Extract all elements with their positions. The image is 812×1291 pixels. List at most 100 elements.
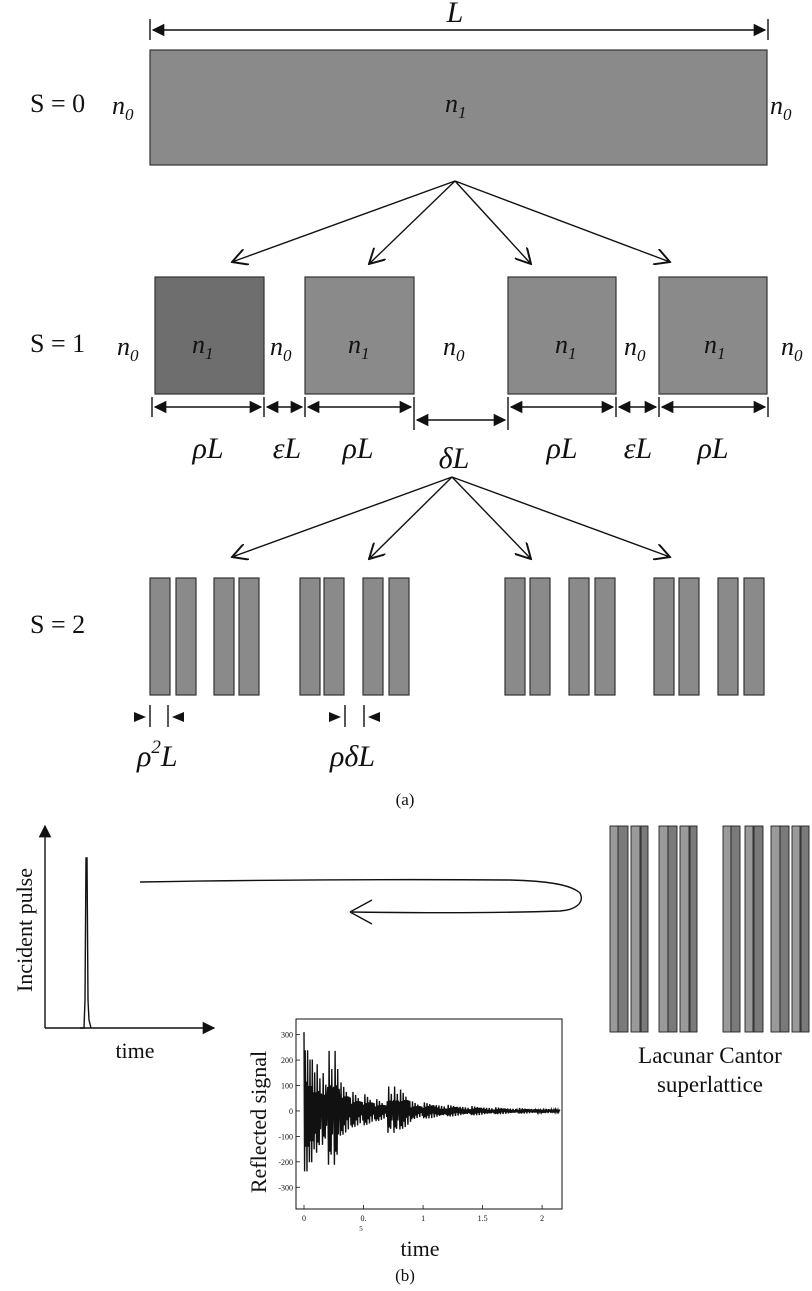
stage-1-block-1-medium: n1 bbox=[192, 330, 214, 363]
stage-2-block-16 bbox=[743, 577, 765, 696]
stage-2-block-12 bbox=[594, 577, 616, 696]
superlattice-layer-3 bbox=[630, 825, 641, 1033]
superlattice-layer-12 bbox=[753, 825, 764, 1033]
stage-2-block-3 bbox=[213, 577, 235, 696]
reflection-loop-arrow bbox=[139, 878, 582, 925]
stage-2: S = 2 ρ2L ρδL bbox=[30, 577, 765, 773]
chart-y-tick-label: -100 bbox=[278, 1132, 293, 1141]
chart-y-tick-label: -300 bbox=[278, 1183, 293, 1192]
panel-b: Incident pulse time Lacunar Cantor super… bbox=[12, 824, 810, 1285]
stage-2-block-11 bbox=[568, 577, 590, 696]
chart-y-tick-label: 0 bbox=[289, 1107, 293, 1116]
split-arrows-s1-s2 bbox=[232, 476, 670, 559]
stage-1-outer-left-medium: n0 bbox=[117, 332, 139, 365]
stage-1-dim-eps-2: εL bbox=[624, 432, 653, 465]
stage-2-block-10 bbox=[529, 577, 551, 696]
superlattice-layer-11 bbox=[744, 825, 754, 1033]
stage-2-dimension-marks bbox=[134, 705, 380, 727]
structure-label-line1: Lacunar Cantor bbox=[638, 1043, 782, 1068]
incident-pulse-trace bbox=[80, 857, 92, 1029]
stage-1-block-4 bbox=[658, 276, 768, 395]
stage-0-label: S = 0 bbox=[30, 89, 85, 118]
stage-2-label: S = 2 bbox=[30, 610, 85, 639]
chart-y-tick-label: -200 bbox=[278, 1158, 293, 1167]
chart-ylabel: Reflected signal bbox=[246, 1051, 271, 1193]
stage-2-block-2 bbox=[175, 577, 197, 696]
stage-0-block-medium: n1 bbox=[445, 89, 467, 122]
chart-x-tick-extra: 5 bbox=[359, 1225, 363, 1233]
chart-x-tick-label: 1 bbox=[421, 1214, 425, 1223]
stage-1-block-2-medium: n1 bbox=[348, 330, 370, 363]
split-arrows-s0-s1 bbox=[232, 180, 670, 264]
stage-2-block-7 bbox=[362, 577, 384, 696]
loop-arrow-head bbox=[349, 899, 373, 925]
stage-2-block-5 bbox=[299, 577, 321, 696]
chart-y-ticks: 300 200 100 0 -100 -200 -300 bbox=[278, 1031, 300, 1192]
stage-2-blocks bbox=[149, 577, 765, 696]
stage-1-block-4-medium: n1 bbox=[704, 330, 726, 363]
stage-2-block-14 bbox=[678, 577, 700, 696]
stage-1-outer-right-medium: n0 bbox=[781, 332, 803, 365]
superlattice-layer-14 bbox=[779, 825, 790, 1033]
stage-1-gap-eps-right-medium: n0 bbox=[624, 332, 646, 365]
superlattice-layer-9 bbox=[722, 825, 732, 1033]
reflected-signal-chart: 300 200 100 0 -100 -200 -300 0 0. 1 1.5 2 Reflecte… bbox=[246, 1018, 563, 1261]
lacunar-cantor-superlattice bbox=[609, 825, 810, 1033]
stage-1: S = 1 n0 n1 n0 n1 n0 n1 n0 n1 n0 bbox=[30, 276, 803, 475]
total-length-label: L bbox=[446, 0, 464, 29]
chart-x-ticks: 0 0. 1 1.5 2 bbox=[302, 1205, 544, 1223]
incident-pulse-plot: Incident pulse time bbox=[12, 824, 216, 1063]
stage-2-block-15 bbox=[717, 577, 739, 696]
incident-time-label: time bbox=[115, 1038, 154, 1063]
superlattice-layer-4 bbox=[640, 825, 649, 1033]
superlattice-layer-2 bbox=[617, 825, 629, 1033]
panel-a-caption: (a) bbox=[396, 790, 415, 809]
stage-1-dimension-lines bbox=[151, 397, 769, 430]
stage-1-dim-eps-1: εL bbox=[273, 432, 302, 465]
panel-a: L S = 0 n0 n1 n0 S = 1 n0 n1 n0 n1 n0 bbox=[30, 0, 803, 809]
chart-x-tick-label: 0 bbox=[302, 1214, 306, 1223]
stage-2-block-8 bbox=[388, 577, 410, 696]
panel-b-caption: (b) bbox=[395, 1266, 415, 1285]
superlattice-layer-15 bbox=[791, 825, 801, 1033]
superlattice-layer-10 bbox=[730, 825, 741, 1033]
stage-1-dim-rho-1: ρL bbox=[191, 432, 223, 465]
stage-0: S = 0 n0 n1 n0 bbox=[30, 49, 792, 166]
incident-pulse-label: Incident pulse bbox=[12, 868, 37, 992]
stage-2-block-6 bbox=[323, 577, 345, 696]
stage-1-dim-rho-3: ρL bbox=[545, 432, 577, 465]
superlattice-layer-7 bbox=[679, 825, 690, 1033]
stage-0-block bbox=[149, 49, 768, 166]
stage-1-block-2 bbox=[304, 276, 415, 395]
stage-1-dim-rho-2: ρL bbox=[341, 432, 373, 465]
superlattice-layer-8 bbox=[689, 825, 698, 1033]
stage-1-block-3 bbox=[507, 276, 617, 395]
stage-1-gap-delta-medium: n0 bbox=[443, 332, 465, 365]
chart-x-tick-label: 1.5 bbox=[478, 1214, 488, 1223]
stage-1-dim-delta: δL bbox=[439, 442, 470, 475]
structure-label-line2: superlattice bbox=[657, 1072, 763, 1097]
chart-y-tick-label: 200 bbox=[281, 1056, 293, 1065]
stage-2-dim-rhodelta: ρδL bbox=[329, 740, 375, 773]
chart-y-tick-label: 100 bbox=[281, 1082, 293, 1091]
chart-x-tick-label: 2 bbox=[540, 1214, 544, 1223]
stage-1-block-1 bbox=[154, 276, 265, 395]
stage-2-dim-rho2: ρ2L bbox=[136, 737, 178, 773]
reflected-signal-series bbox=[303, 1032, 561, 1172]
stage-2-block-9 bbox=[504, 577, 526, 696]
stage-0-left-medium: n0 bbox=[112, 91, 134, 124]
stage-2-block-1 bbox=[149, 577, 171, 696]
stage-2-block-4 bbox=[238, 577, 260, 696]
stage-0-right-medium: n0 bbox=[770, 91, 792, 124]
total-length-dimension: L bbox=[149, 0, 769, 40]
chart-xlabel: time bbox=[400, 1236, 439, 1261]
superlattice-layer-16 bbox=[800, 825, 810, 1033]
chart-x-tick-label: 0. bbox=[361, 1214, 367, 1223]
chart-y-tick-label: 300 bbox=[281, 1031, 293, 1040]
superlattice-layer-13 bbox=[770, 825, 781, 1033]
superlattice-layer-6 bbox=[667, 825, 678, 1033]
stage-2-block-13 bbox=[653, 577, 675, 696]
stage-1-dim-rho-4: ρL bbox=[696, 432, 728, 465]
stage-1-label: S = 1 bbox=[30, 329, 85, 358]
